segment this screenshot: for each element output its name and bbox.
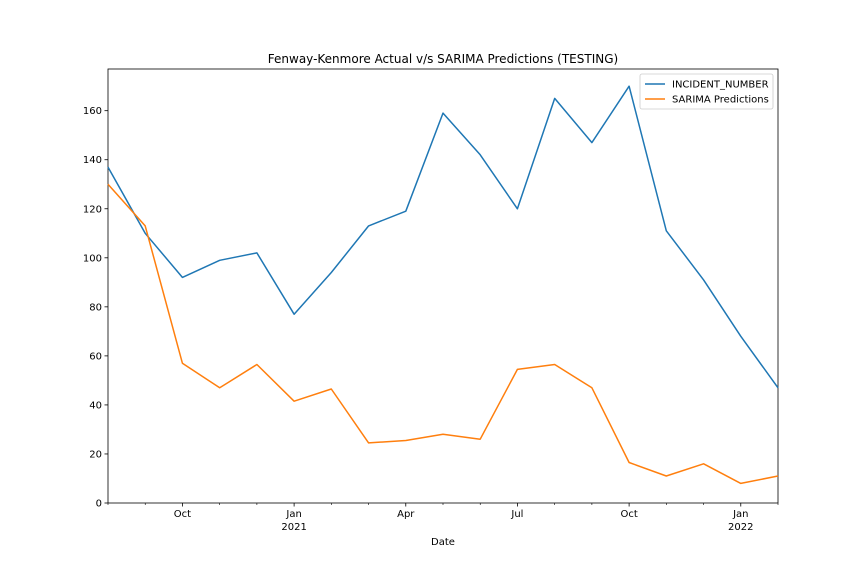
y-tick-label: 160 — [83, 106, 102, 117]
x-tick-label: Apr — [397, 509, 415, 520]
series-line-1 — [107, 183, 779, 485]
y-tick-label: 20 — [89, 449, 102, 460]
legend-label-0: INCIDENT_NUMBER — [672, 80, 769, 91]
series-line-0 — [107, 85, 779, 389]
x-tick-label: Jan — [732, 509, 748, 520]
x-tick-label: Oct — [174, 509, 191, 520]
y-tick-label: 140 — [83, 155, 102, 166]
plot-area — [107, 68, 779, 504]
legend: INCIDENT_NUMBER SARIMA Predictions — [639, 73, 774, 110]
plot-frame — [107, 68, 779, 504]
x-tick-label: Jul — [510, 509, 523, 520]
legend-label-1: SARIMA Predictions — [672, 95, 769, 106]
y-tick-label: 100 — [83, 253, 102, 264]
x-tick-label: Oct — [620, 509, 637, 520]
y-tick-label: 120 — [83, 204, 102, 215]
y-tick-label: 0 — [96, 499, 102, 510]
y-axis: 0 20 40 60 80 100 120 140 160 — [83, 106, 108, 510]
x-axis: Oct Jan 2021 Apr Jul Oct Jan 2022 — [107, 503, 779, 533]
y-tick-label: 60 — [89, 351, 102, 362]
x-tick-year-label: 2022 — [728, 522, 753, 533]
legend-box — [639, 73, 774, 110]
y-tick-label: 80 — [89, 302, 102, 313]
x-tick-label: Jan — [285, 509, 301, 520]
x-tick-year-label: 2021 — [281, 522, 306, 533]
chart-title: Fenway-Kenmore Actual v/s SARIMA Predict… — [268, 52, 618, 66]
series-layer — [107, 85, 779, 485]
x-axis-label: Date — [431, 537, 455, 548]
y-tick-label: 40 — [89, 400, 102, 411]
